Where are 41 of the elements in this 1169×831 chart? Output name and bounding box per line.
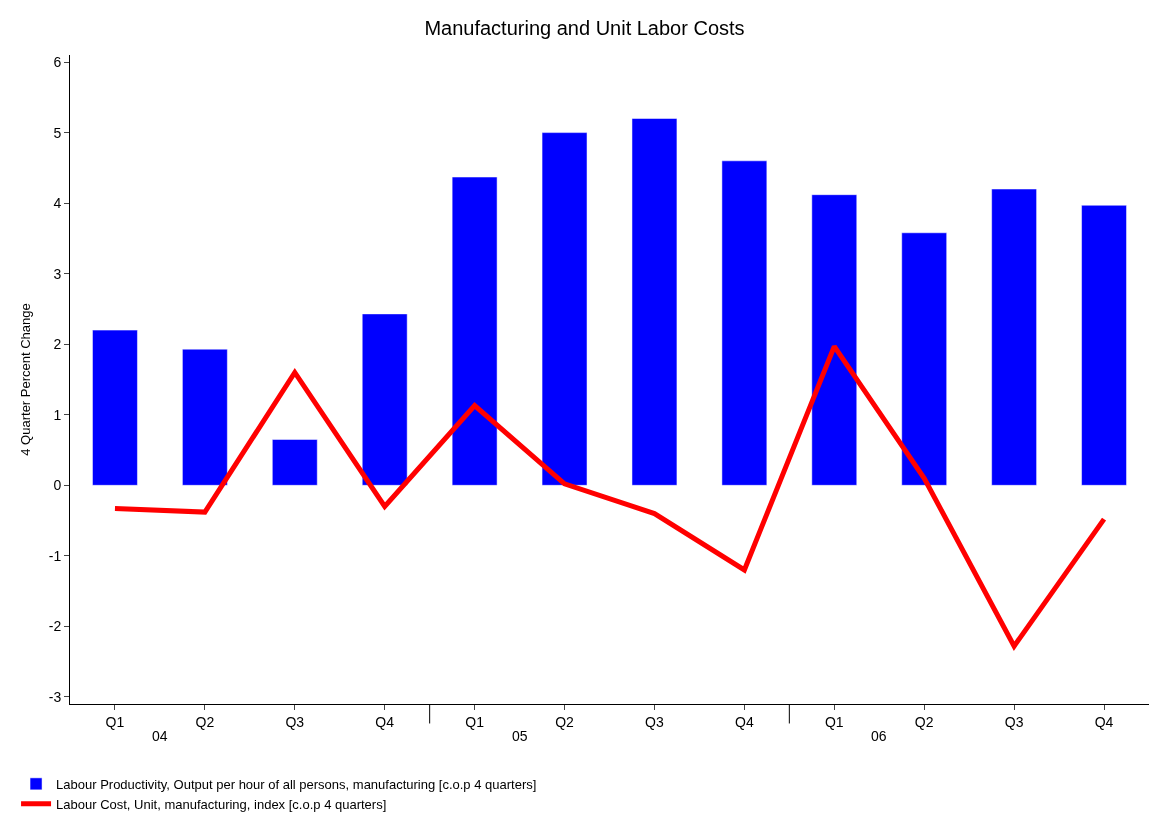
x-tick-label: Q1 bbox=[824, 713, 844, 730]
legend-label: Labour Productivity, Output per hour of all persons, manufacturing [c.o.p 4 quarters] bbox=[56, 776, 537, 792]
bar bbox=[631, 118, 678, 486]
x-tick-label: Q4 bbox=[375, 713, 395, 730]
bar bbox=[92, 329, 138, 486]
y-tick-label: 6 bbox=[53, 53, 62, 70]
y-tick-label: -1 bbox=[48, 547, 62, 564]
bar bbox=[272, 439, 318, 486]
text: 05 bbox=[512, 728, 528, 744]
x-tick-label: Q1 bbox=[105, 713, 125, 730]
y-tick-label: 5 bbox=[53, 124, 62, 141]
y-tick-label: -3 bbox=[48, 688, 62, 705]
x-tick-label: Q1 bbox=[465, 713, 485, 730]
chart-title: Manufacturing and Unit Labor Costs bbox=[424, 16, 745, 39]
y-tick-label: -2 bbox=[48, 618, 62, 635]
bar bbox=[811, 194, 858, 486]
x-tick-label: Q3 bbox=[285, 713, 305, 730]
bar bbox=[901, 232, 947, 486]
bar bbox=[991, 188, 1037, 486]
bar bbox=[451, 176, 498, 486]
y-axis-title: 4 Quarter Percent Change bbox=[17, 303, 33, 456]
bar bbox=[182, 348, 228, 486]
x-tick-label: Q3 bbox=[1004, 713, 1024, 730]
x-tick-label: Q2 bbox=[195, 713, 215, 730]
bar bbox=[1081, 205, 1127, 486]
x-tick-label: Q4 bbox=[1094, 713, 1114, 730]
text: 06 bbox=[871, 728, 887, 744]
x-tick-label: Q4 bbox=[735, 713, 754, 730]
y-tick-label: 2 bbox=[53, 336, 62, 353]
text: 04 bbox=[152, 728, 168, 744]
x-tick-label: Q2 bbox=[914, 713, 934, 730]
bar bbox=[541, 132, 588, 486]
x-tick-label: Q2 bbox=[555, 713, 575, 730]
legend-label: Labour Cost, Unit, manufacturing, index [c.o.p 4 quarters] bbox=[56, 796, 387, 812]
bar bbox=[361, 313, 408, 486]
y-tick-label: 3 bbox=[53, 265, 62, 282]
y-tick-label: 1 bbox=[53, 406, 62, 423]
bar bbox=[721, 160, 768, 486]
y-tick-label: 4 bbox=[53, 195, 62, 212]
y-tick-label: 0 bbox=[53, 477, 62, 494]
x-tick-label: Q3 bbox=[645, 713, 665, 730]
